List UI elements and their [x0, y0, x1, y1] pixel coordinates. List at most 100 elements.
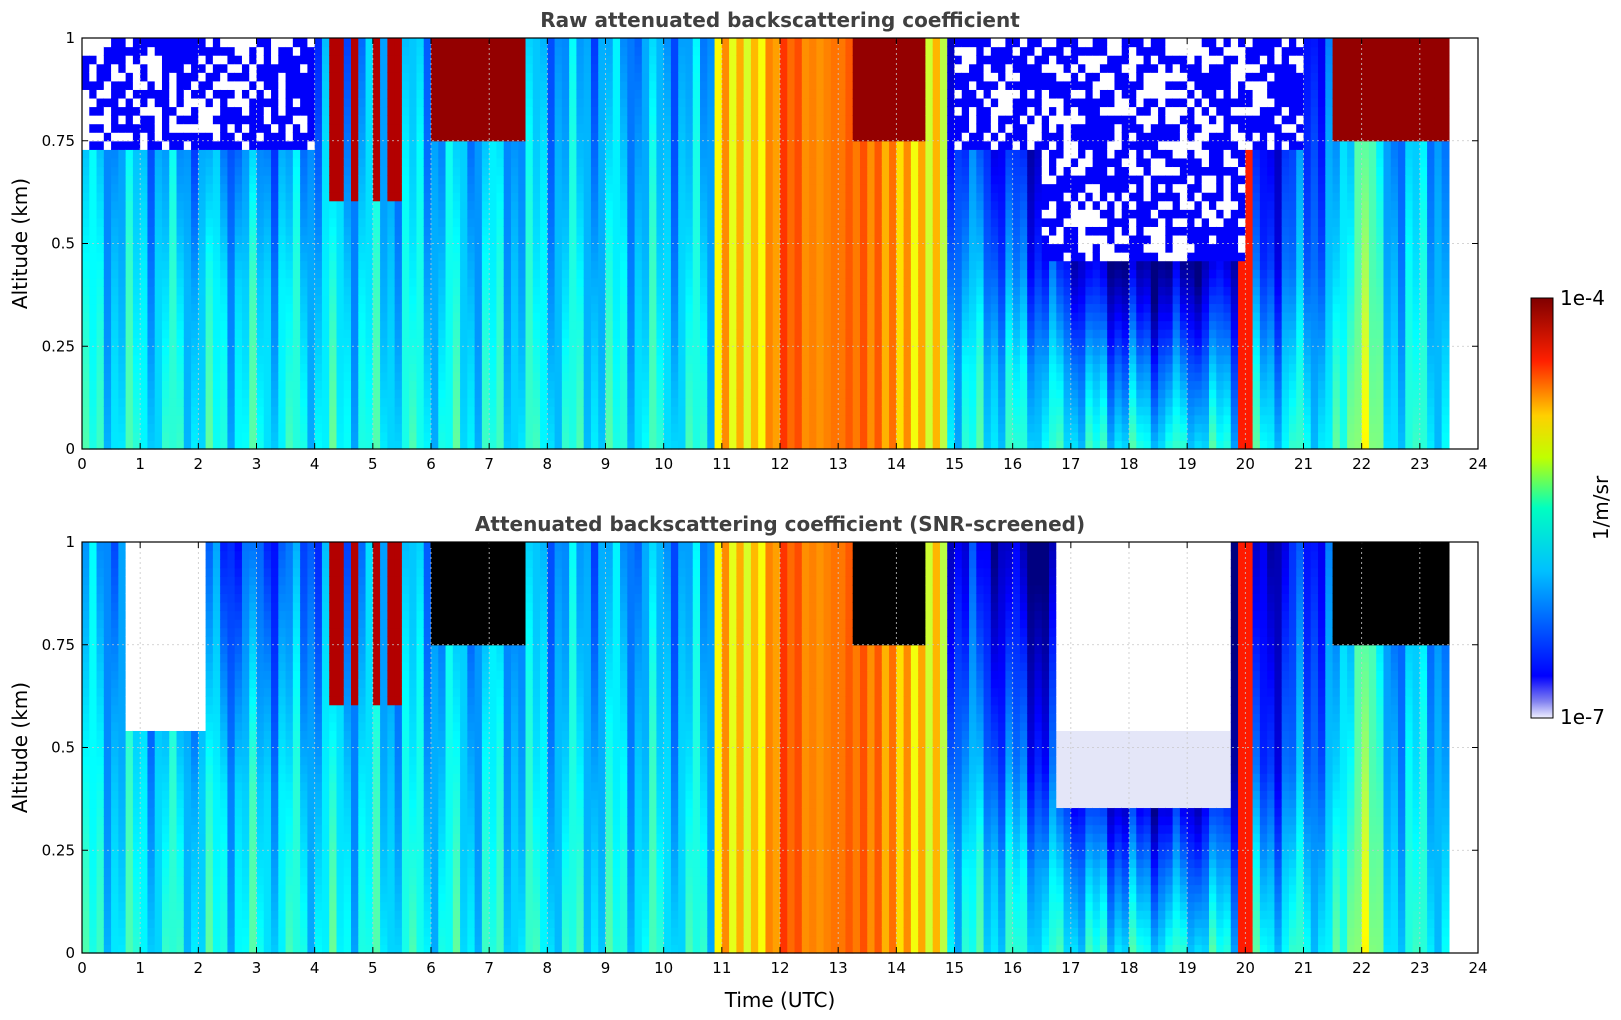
heatmap-cell: [605, 337, 614, 347]
heatmap-cell: [416, 354, 425, 364]
heatmap-cell: [176, 312, 185, 322]
heatmap-cell: [183, 277, 192, 287]
heatmap-cell: [554, 97, 563, 108]
heatmap-cell: [176, 329, 185, 339]
heatmap-cell: [590, 209, 599, 219]
heatmap-cell: [191, 97, 199, 108]
heatmap-cell: [212, 431, 221, 442]
heatmap-cell: [343, 260, 352, 270]
heatmap-cell: [176, 431, 185, 442]
heatmap-cell: [300, 209, 308, 219]
heatmap-cell: [205, 132, 214, 142]
heatmap-cell: [801, 389, 810, 399]
heatmap-cell: [191, 320, 199, 330]
heatmap-cell: [82, 46, 90, 56]
heatmap-cell: [394, 106, 403, 116]
heatmap-cell: [750, 149, 759, 159]
heatmap-cell: [467, 406, 476, 416]
heatmap-cell: [685, 277, 694, 287]
heatmap-cell: [82, 431, 90, 442]
heatmap-cell: [103, 440, 112, 450]
heatmap-cell: [372, 371, 381, 382]
heatmap-cell: [380, 192, 388, 202]
heatmap-cell: [765, 423, 774, 433]
heatmap-cell: [89, 440, 98, 450]
heatmap-cell: [598, 140, 607, 150]
heatmap-cell: [729, 371, 737, 382]
heatmap-cell: [387, 269, 396, 279]
heatmap-cell: [358, 337, 367, 347]
heatmap-cell: [794, 55, 803, 65]
heatmap-cell: [125, 337, 134, 347]
heatmap-cell: [125, 397, 134, 407]
heatmap-cell: [241, 389, 250, 399]
heatmap-cell: [343, 380, 352, 390]
heatmap-cell: [830, 423, 839, 433]
heatmap-cell: [263, 389, 272, 399]
heatmap-cell: [692, 397, 701, 407]
heatmap-cell: [649, 337, 657, 347]
heatmap-cell: [438, 397, 447, 407]
heatmap-cell: [445, 166, 454, 176]
heatmap-cell: [481, 320, 490, 330]
heatmap-cell: [540, 260, 548, 270]
heatmap-cell: [612, 115, 621, 125]
heatmap-cell: [605, 132, 614, 142]
heatmap-cell: [96, 346, 105, 356]
heatmap-cell: [663, 269, 672, 279]
heatmap-cell: [227, 423, 236, 433]
heatmap-cell: [510, 303, 519, 313]
heatmap-cell: [598, 294, 607, 305]
heatmap-cell: [358, 106, 367, 116]
heatmap-cell: [641, 183, 650, 193]
heatmap-cell: [191, 89, 199, 99]
heatmap-cell: [132, 149, 141, 159]
heatmap-cell: [278, 354, 287, 364]
heatmap-cell: [663, 277, 672, 287]
heatmap-cell: [314, 115, 323, 125]
heatmap-cell: [96, 175, 105, 185]
heatmap-cell: [431, 80, 439, 90]
heatmap-cell: [809, 320, 817, 330]
heatmap-cell: [692, 63, 701, 73]
heatmap-cell: [212, 286, 221, 296]
heatmap-cell: [794, 175, 803, 185]
heatmap-cell: [271, 89, 279, 99]
heatmap-cell: [103, 132, 112, 142]
heatmap-cell: [249, 354, 258, 364]
heatmap-cell: [365, 97, 374, 108]
heatmap-cell: [576, 123, 585, 133]
heatmap-cell: [452, 414, 461, 424]
heatmap-cell: [241, 175, 250, 185]
heatmap-cell: [198, 217, 207, 227]
heatmap-cell: [445, 389, 454, 399]
heatmap-cell: [489, 397, 498, 407]
heatmap-cell: [132, 46, 141, 56]
heatmap-cell: [612, 414, 621, 424]
heatmap-cell: [656, 294, 665, 305]
heatmap-cell: [554, 294, 563, 305]
heatmap-cell: [198, 337, 207, 347]
heatmap-cell: [620, 217, 628, 227]
heatmap-cell: [394, 363, 403, 373]
heatmap-cell: [823, 192, 832, 202]
heatmap-cell: [372, 363, 381, 373]
heatmap-cell: [365, 132, 374, 142]
heatmap-cell: [467, 320, 476, 330]
heatmap-cell: [321, 226, 330, 236]
heatmap-cell: [292, 183, 301, 193]
heatmap-cell: [234, 440, 243, 450]
heatmap-cell: [467, 106, 476, 116]
heatmap-cell: [510, 89, 519, 99]
heatmap-cell: [292, 55, 301, 65]
heatmap-cell: [525, 312, 534, 322]
heatmap-cell: [431, 140, 439, 150]
heatmap-cell: [780, 320, 788, 330]
heatmap-cell: [670, 38, 679, 48]
heatmap-cell: [620, 157, 628, 168]
heatmap-cell: [758, 183, 767, 193]
heatmap-cell: [583, 55, 592, 65]
heatmap-cell: [380, 38, 388, 48]
heatmap-cell: [707, 46, 716, 56]
heatmap-cell: [249, 414, 258, 424]
